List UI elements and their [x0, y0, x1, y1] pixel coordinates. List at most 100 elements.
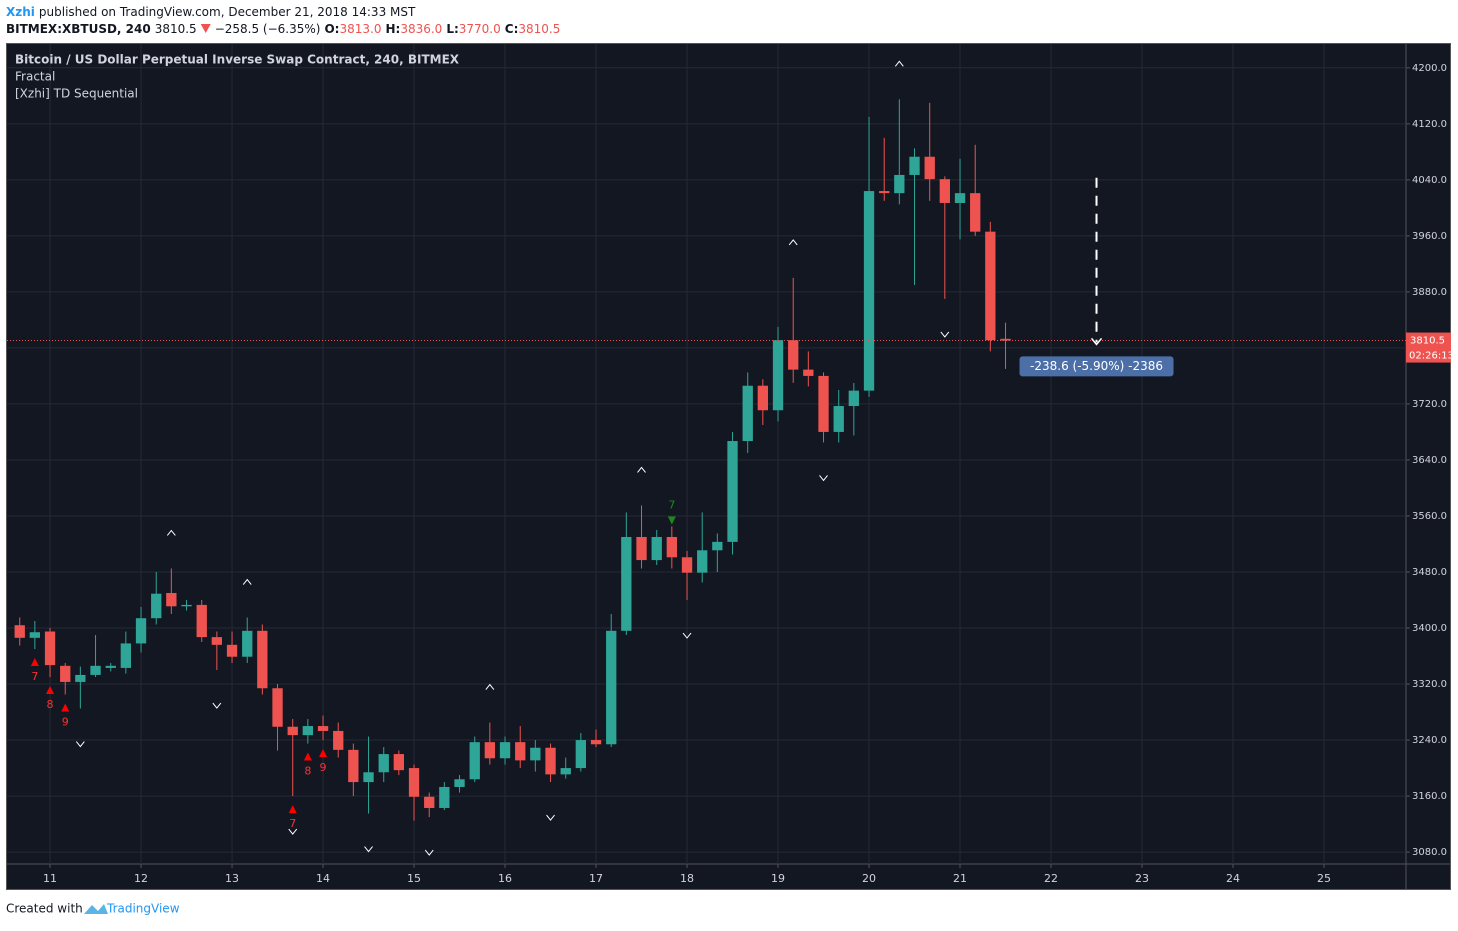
last: 3810.5 — [155, 22, 197, 36]
x-tick-label: 22 — [1044, 872, 1058, 885]
td-count: 7 — [289, 817, 296, 830]
candle-body — [879, 191, 890, 194]
author[interactable]: Xzhi — [6, 5, 35, 19]
fractal-down — [546, 814, 555, 821]
candle-body — [651, 536, 662, 561]
candle-body — [742, 385, 753, 442]
candle-body — [242, 630, 253, 657]
x-tick-label: 21 — [953, 872, 967, 885]
candle-body — [348, 749, 359, 783]
candle-body — [909, 156, 920, 175]
candle-body — [863, 191, 875, 391]
logo — [84, 904, 108, 914]
candle-body — [666, 536, 677, 558]
published: published on TradingView.com, December 2… — [39, 5, 416, 19]
candle-body — [272, 688, 283, 727]
candle-body — [484, 742, 495, 759]
candle-body — [757, 385, 768, 411]
h: 3836.0 — [400, 22, 442, 36]
c: 3810.5 — [518, 22, 560, 36]
candle-body — [135, 618, 147, 644]
x-tick-label: 12 — [134, 872, 148, 885]
candle-body — [439, 786, 450, 808]
candle-body — [14, 625, 25, 638]
candle-body — [970, 193, 981, 232]
candle-body — [29, 632, 41, 638]
fractal-up — [166, 529, 176, 536]
y-tick-label: 3080.0 — [1412, 847, 1447, 858]
x-tick-label: 13 — [225, 872, 239, 885]
fractal-down — [940, 331, 950, 338]
td-count: 8 — [304, 765, 311, 778]
candle-body — [712, 541, 723, 551]
y-tick-label: 4200.0 — [1412, 63, 1447, 74]
y-tick-label: 4040.0 — [1412, 175, 1447, 186]
indicator-label: Fractal — [15, 70, 55, 84]
y-tick-label: 3720.0 — [1412, 399, 1447, 410]
l-label: L: — [446, 22, 458, 36]
candle-body — [621, 536, 632, 631]
candle-body — [590, 740, 602, 745]
candle-body — [606, 630, 617, 745]
fractal-down — [424, 849, 434, 856]
candle-body — [469, 742, 480, 780]
td-count: 9 — [320, 761, 327, 774]
candle-body — [60, 665, 71, 682]
measure-box — [1019, 356, 1174, 377]
candle-body — [788, 340, 799, 370]
x-tick-label: 19 — [771, 872, 785, 885]
candle-body — [697, 550, 708, 573]
candle-body — [833, 406, 844, 432]
o-label: O: — [324, 22, 339, 36]
candle-body — [848, 390, 859, 407]
candle-body — [985, 231, 996, 341]
candle-body — [499, 742, 511, 759]
candle-body — [408, 768, 420, 797]
candle-body — [105, 665, 116, 668]
candle-body — [378, 754, 389, 773]
td-buy-marker — [30, 658, 39, 667]
candle-body — [333, 730, 344, 750]
o: 3813.0 — [339, 22, 381, 36]
y-tick-label: 3560.0 — [1412, 511, 1447, 522]
td-buy-marker — [288, 805, 297, 814]
x-tick-label: 15 — [407, 872, 421, 885]
y-tick-label: 3480.0 — [1412, 567, 1447, 578]
candle-body — [803, 369, 814, 376]
x-tick-label: 18 — [680, 872, 694, 885]
td-sell-marker — [667, 516, 676, 525]
down-triangle — [200, 24, 211, 33]
candle-body — [424, 796, 435, 808]
candle-body — [560, 768, 571, 775]
indicator-label: [Xzhi] TD Sequential — [15, 87, 138, 101]
candle-body — [120, 643, 131, 668]
candle-body — [924, 156, 935, 180]
candle-body — [151, 593, 162, 619]
candle-body — [545, 747, 556, 775]
candle-body — [90, 665, 101, 675]
symbol: BITMEX:XBTUSD, 240 — [6, 22, 151, 36]
footer-brand[interactable]: TradingView — [106, 902, 180, 916]
candle-body — [681, 557, 693, 573]
countdown: 02:26:13 — [1409, 351, 1454, 362]
y-tick-label: 3960.0 — [1412, 231, 1447, 242]
l: 3770.0 — [459, 22, 501, 36]
y-tick-label: 4120.0 — [1412, 119, 1447, 130]
x-tick-label: 23 — [1135, 872, 1149, 885]
candle-body — [75, 674, 86, 682]
candle-body — [1000, 338, 1011, 341]
x-tick-label: 14 — [316, 872, 330, 885]
candle-body — [393, 754, 404, 771]
candle-body — [44, 631, 56, 666]
candle-body — [954, 193, 966, 203]
candle-body — [226, 644, 238, 657]
candle-body — [818, 375, 829, 432]
candle-body — [196, 604, 207, 638]
last-price-box — [1406, 332, 1451, 363]
measure-label: -238.6 (-5.90%) -2386 — [1030, 359, 1163, 373]
td-count: 9 — [62, 716, 69, 729]
candle-body — [575, 740, 586, 769]
candle-body — [211, 637, 222, 645]
c-label: C: — [505, 22, 519, 36]
change: −258.5 (−6.35%) — [215, 22, 321, 36]
